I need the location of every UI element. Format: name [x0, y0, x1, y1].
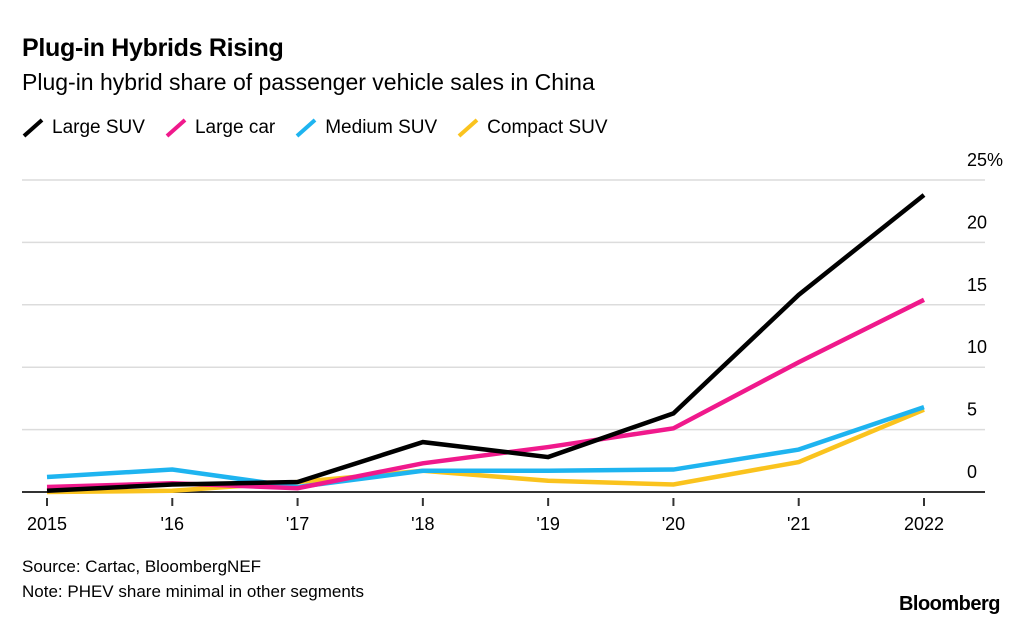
legend-label: Large car — [194, 117, 276, 138]
y-tick-label: 25% — [967, 150, 1003, 170]
legend-label: Large SUV — [52, 117, 145, 138]
chart-subtitle: Plug-in hybrid share of passenger vehicl… — [22, 69, 595, 95]
y-tick-label: 10 — [967, 337, 987, 357]
series-line-medium-suv — [46, 405, 925, 490]
x-tick-label: '17 — [286, 514, 309, 534]
legend-item: Compact SUV — [457, 117, 608, 139]
footnote: Note: PHEV share minimal in other segmen… — [22, 582, 365, 601]
source-note: Source: Cartac, BloombergNEF — [22, 557, 262, 576]
series-line-large-suv — [46, 193, 926, 493]
x-tick-label: '21 — [787, 514, 810, 534]
y-tick-label: 0 — [967, 462, 977, 482]
y-tick-label: 15 — [967, 275, 987, 295]
x-tick-label: 2022 — [904, 514, 944, 534]
x-tick-label: 2015 — [27, 514, 67, 534]
line-chart: 0 5 10 15 20 25% 2015 '16 '17 '18 '19 '20 '21 2022 — [22, 150, 1003, 534]
y-tick-label: 20 — [967, 212, 987, 232]
legend-item: Large car — [165, 117, 275, 139]
x-tick-label: '18 — [411, 514, 434, 534]
bloomberg-logo: Bloomberg — [898, 593, 1001, 615]
series-line-large-car — [46, 297, 926, 491]
legend-label: Compact SUV — [487, 117, 608, 138]
legend-swatch-icon — [165, 118, 187, 138]
legend-label: Medium SUV — [325, 117, 438, 138]
legend-swatch-icon — [22, 118, 44, 138]
legend-swatch-icon — [457, 118, 479, 138]
x-tick-label: '16 — [161, 514, 184, 534]
x-tick-label: '20 — [662, 514, 685, 534]
legend: Large SUV Large car Medium SUV Compact SUV — [22, 117, 608, 139]
y-tick-label: 5 — [967, 400, 977, 420]
x-tick-label: '19 — [536, 514, 559, 534]
chart-title: Plug-in Hybrids Rising — [22, 34, 284, 62]
legend-swatch-icon — [295, 118, 317, 138]
legend-item: Large SUV — [22, 117, 145, 139]
series-line-compact-suv — [46, 407, 925, 495]
legend-item: Medium SUV — [295, 117, 437, 139]
